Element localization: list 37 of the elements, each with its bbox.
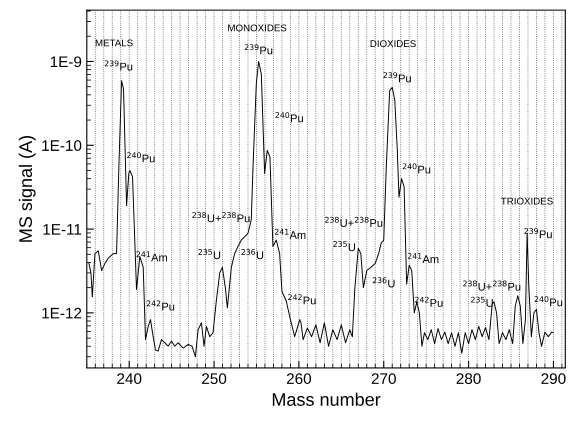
annotation: $^{238}$U+$^{238}$Pu <box>463 280 520 291</box>
x-tick-label: 270 <box>372 373 396 384</box>
annotation: $^{240}$Pu <box>275 112 303 122</box>
annotation: $^{238}$U+$^{238}$Pu <box>325 216 382 227</box>
x-axis-title: Mass number <box>272 392 380 406</box>
annotation: $^{239}$Pu <box>524 228 552 238</box>
x-tick-label: 240 <box>117 373 142 384</box>
annotation: $^{242}$Pu <box>415 296 442 307</box>
annotation: METALS <box>96 39 133 46</box>
annotation: $^{235}$U <box>333 241 356 252</box>
annotation: $^{239}$Pu <box>383 72 411 82</box>
annotation: $^{236}$U <box>241 249 264 260</box>
annotation: $^{239}$Pu <box>244 44 272 54</box>
annotation: $^{240}$Pu <box>127 152 155 162</box>
x-tick-label: 250 <box>202 373 226 384</box>
y-axis-title: MS signal (A) <box>18 136 36 242</box>
annotation: $^{241}$Am <box>408 253 438 264</box>
annotation: $^{240}$Pu <box>402 163 430 174</box>
annotation: $^{236}$U <box>372 277 395 288</box>
y-tick-label: 1E-11 <box>43 224 82 235</box>
annotation: $^{235}$U <box>198 249 220 260</box>
x-tick-label: 280 <box>456 373 481 384</box>
annotation: $^{241}$Am <box>136 251 168 262</box>
y-tick-label: 1E-9 <box>50 56 82 68</box>
y-tick-label: 1E-12 <box>42 308 82 318</box>
x-tick-label: 290 <box>541 373 566 384</box>
annotation: $^{238}$U+$^{238}$Pu <box>192 212 250 222</box>
annotation: $^{242}$Pu <box>146 300 174 311</box>
y-tick-label: 1E-10 <box>42 140 82 151</box>
x-tick-label: 260 <box>286 373 312 384</box>
annotation: $^{241}$Am <box>274 228 306 239</box>
annotation: TRIOXIDES <box>501 198 553 205</box>
annotation: MONOXIDES <box>228 24 286 32</box>
annotation: $^{239}$Pu <box>104 60 132 71</box>
annotation: $^{242}$Pu <box>288 294 316 304</box>
annotation: DIOXIDES <box>370 40 416 48</box>
annotation: $^{240}$Pu <box>534 296 562 306</box>
